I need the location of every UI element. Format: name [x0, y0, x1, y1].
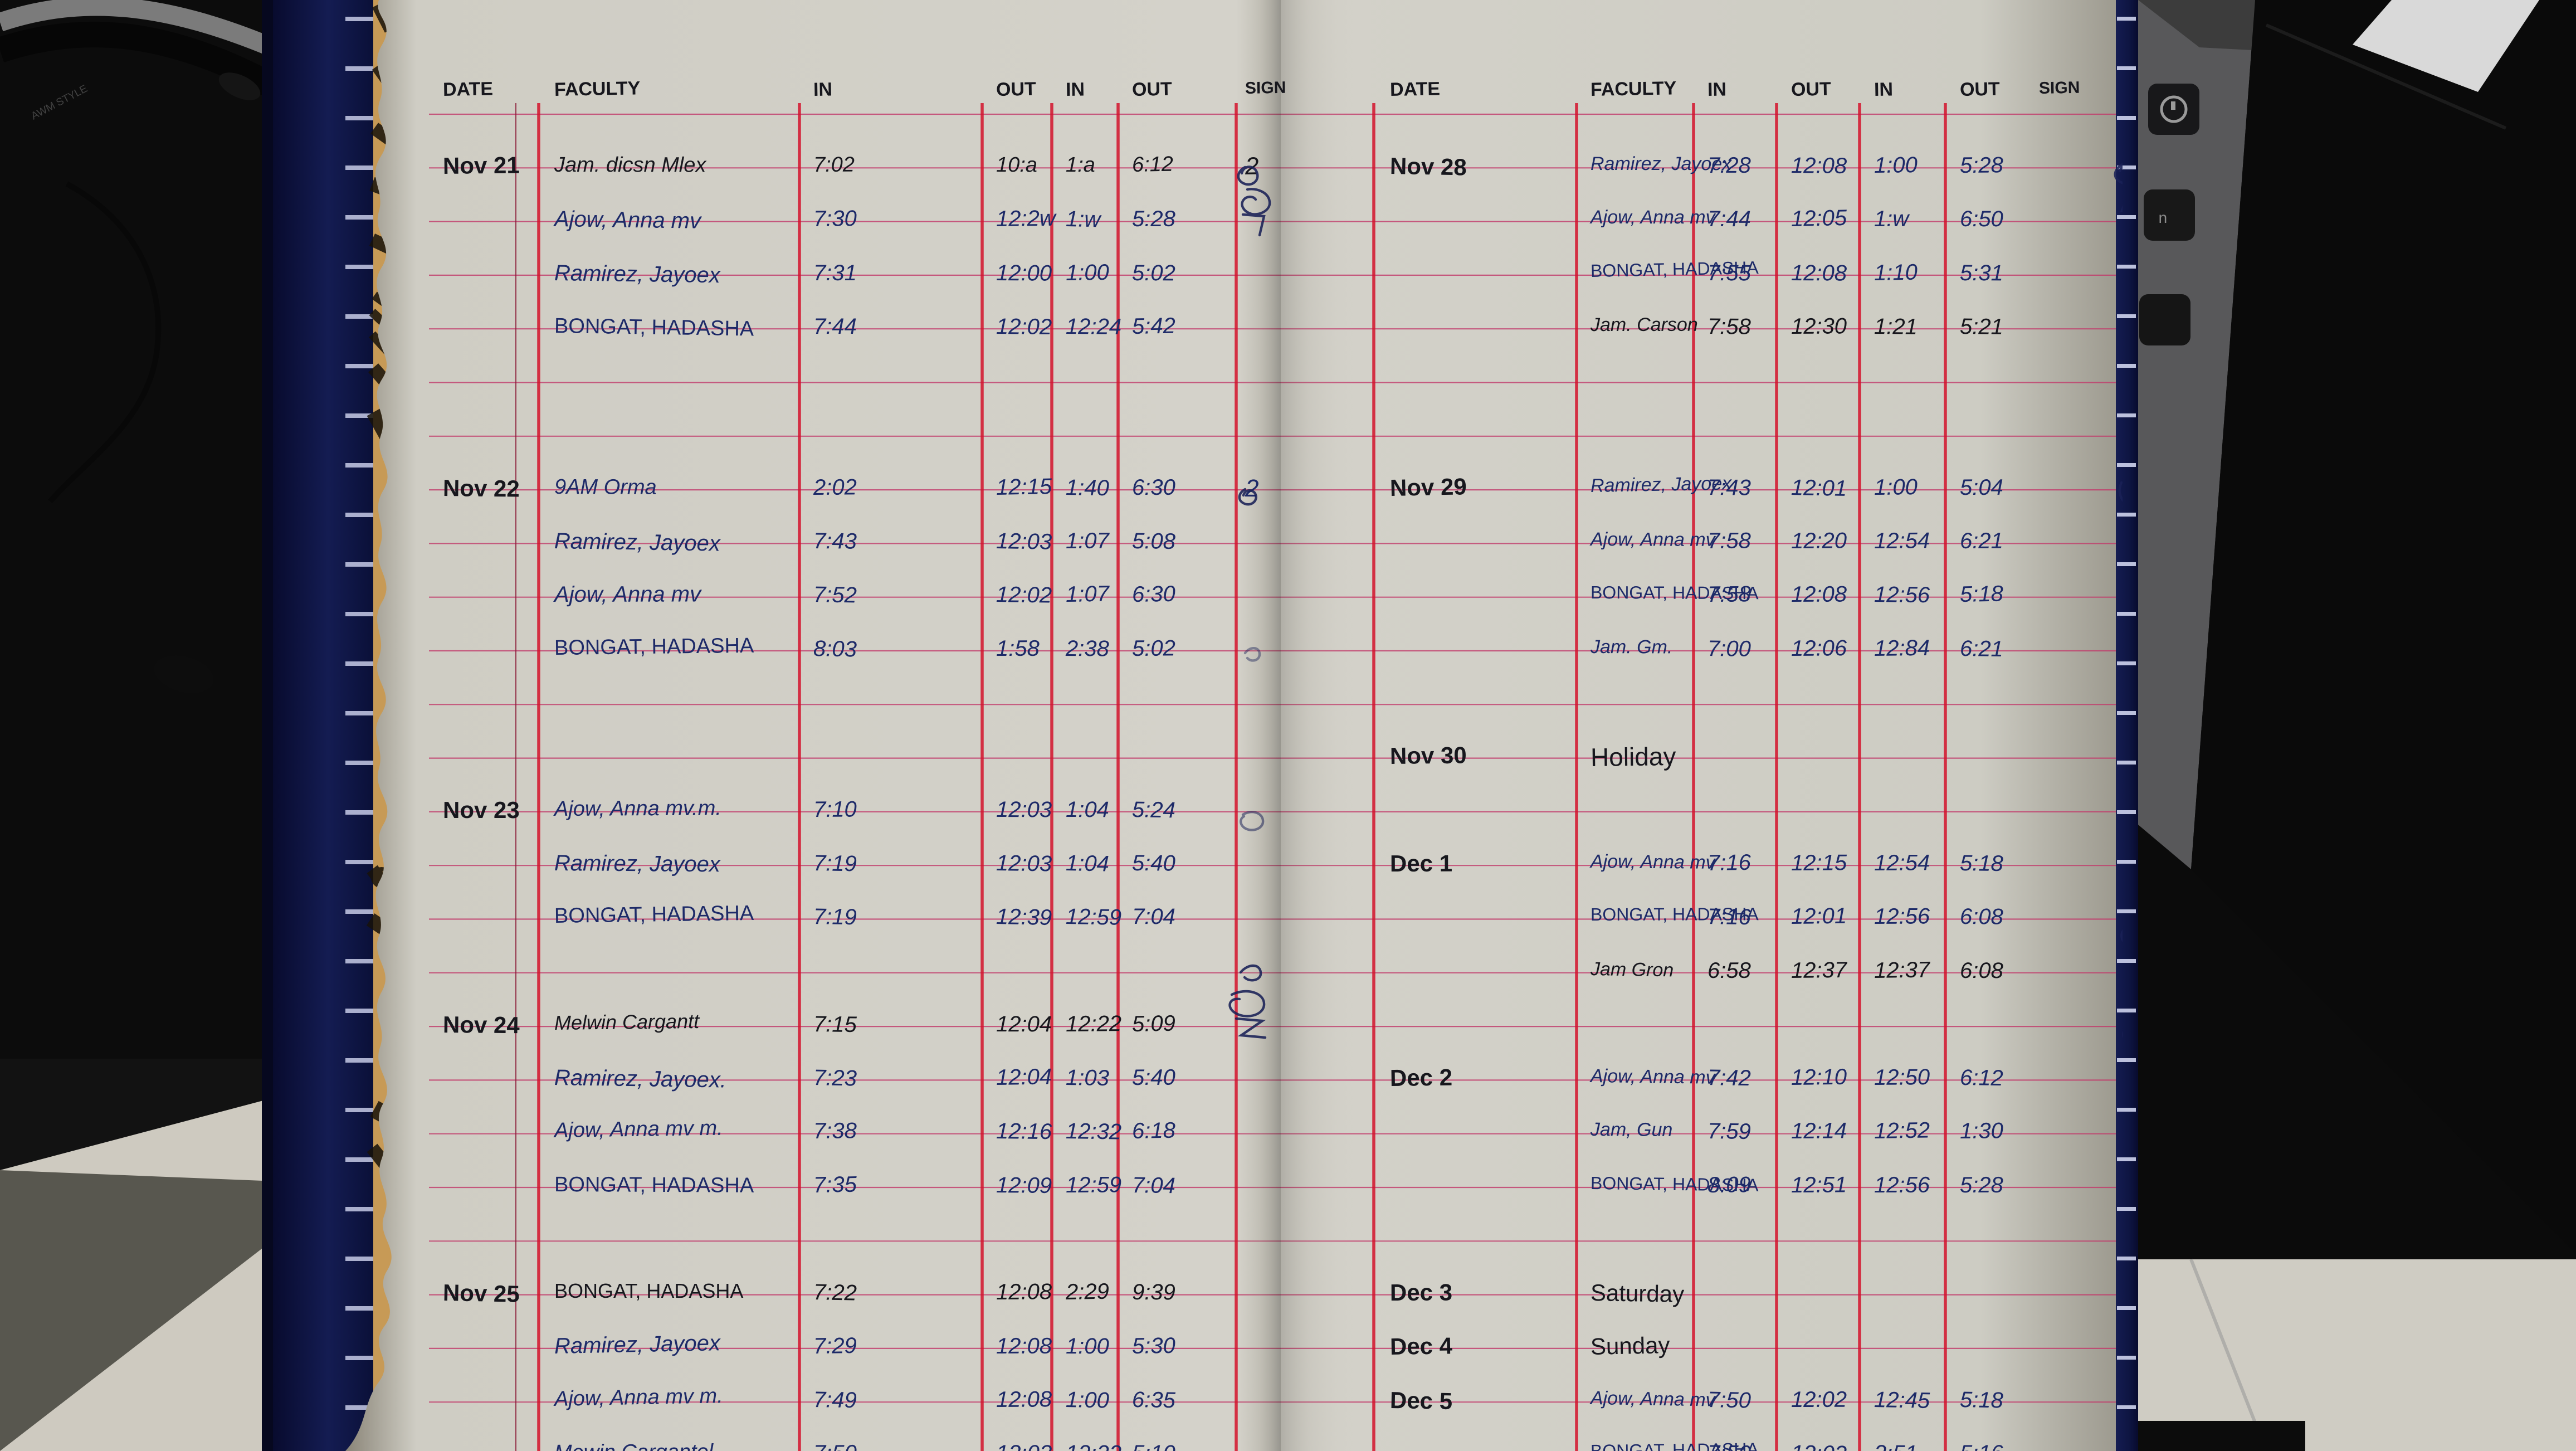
svg-text:n: n: [2158, 211, 2168, 228]
